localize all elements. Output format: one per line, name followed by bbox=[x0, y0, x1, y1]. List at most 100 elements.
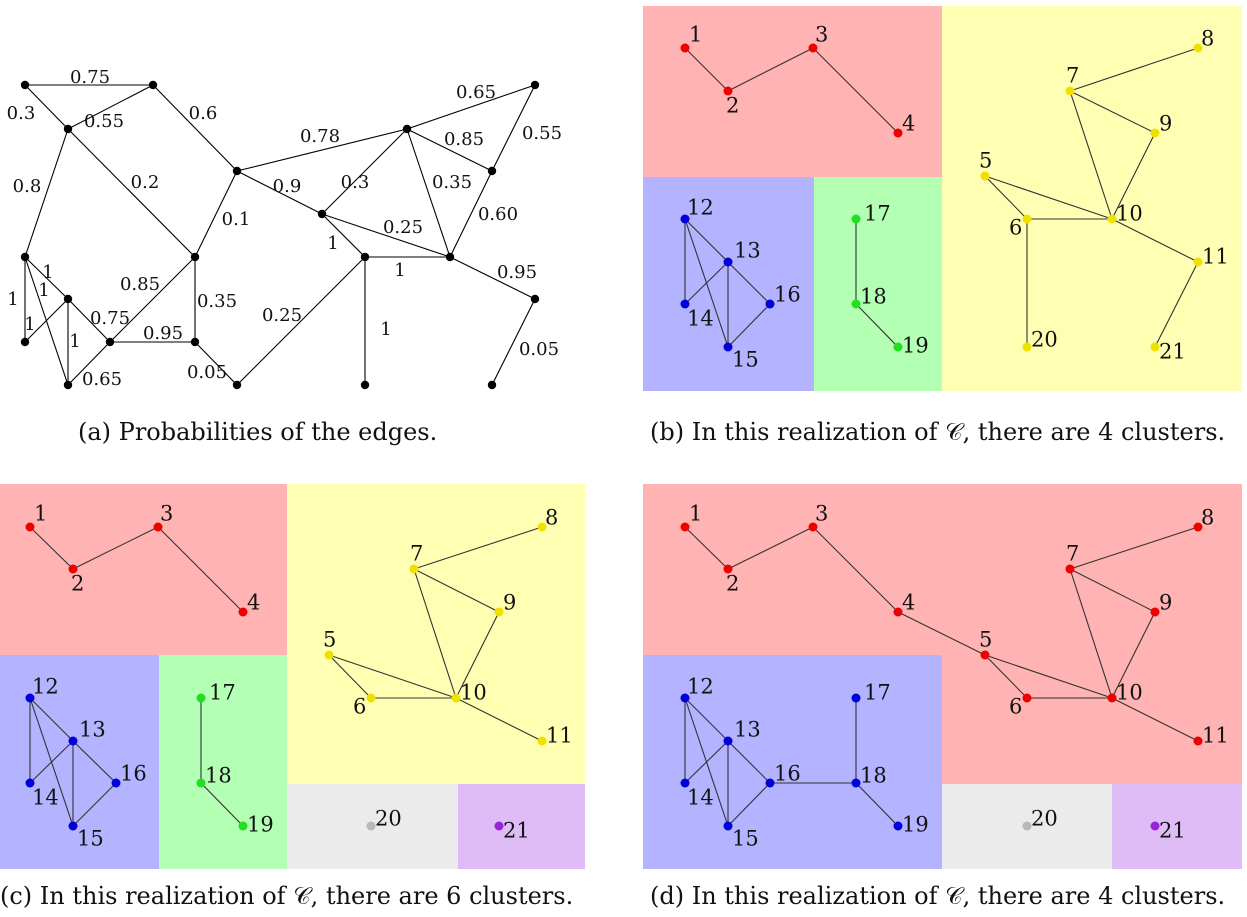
edge-13-14 bbox=[684, 740, 729, 784]
edge-probability-label: 0.1 bbox=[222, 209, 251, 230]
edge-13-16 bbox=[727, 740, 771, 784]
node-label-13: 13 bbox=[79, 718, 106, 742]
node-label-1: 1 bbox=[689, 23, 702, 47]
node-10 bbox=[451, 693, 461, 703]
node-label-8: 8 bbox=[1201, 27, 1214, 51]
edge-13-16 bbox=[72, 740, 117, 784]
node-21 bbox=[1150, 821, 1160, 831]
edge-5-10 bbox=[328, 654, 457, 699]
node-1 bbox=[680, 522, 690, 532]
node-A bbox=[20, 80, 30, 90]
edge-C-M bbox=[67, 128, 196, 258]
node-label-10: 10 bbox=[1116, 202, 1143, 226]
edge-7-8 bbox=[1069, 526, 1199, 570]
node-6 bbox=[1022, 214, 1032, 224]
edge-probability-label: 0.95 bbox=[497, 262, 537, 283]
node-label-19: 19 bbox=[902, 813, 929, 837]
node-6 bbox=[1022, 693, 1032, 703]
node-label-15: 15 bbox=[77, 827, 104, 851]
edge-probability-label: 0.85 bbox=[444, 129, 484, 150]
node-label-1: 1 bbox=[34, 502, 47, 526]
edge-18-19 bbox=[855, 782, 899, 827]
edge-7-10 bbox=[413, 568, 457, 699]
edge-12-13 bbox=[29, 697, 74, 742]
node-label-21: 21 bbox=[503, 819, 530, 843]
panel-d-caption: (d) In this realization of 𝒞, there are … bbox=[650, 882, 1226, 910]
node-label-9: 9 bbox=[1159, 591, 1172, 615]
node-21 bbox=[494, 821, 504, 831]
node-Q bbox=[20, 337, 30, 347]
edge-A-C bbox=[24, 84, 69, 130]
node-2 bbox=[723, 86, 733, 96]
edge-O-R bbox=[67, 341, 111, 386]
node-F bbox=[530, 80, 540, 90]
edge-probability-label: 0.65 bbox=[82, 369, 122, 390]
node-14 bbox=[680, 778, 690, 788]
node-5 bbox=[980, 171, 990, 181]
edge-probability-label: 0.05 bbox=[519, 339, 559, 360]
node-L bbox=[63, 294, 73, 304]
node-label-20: 20 bbox=[375, 807, 402, 831]
node-O bbox=[105, 337, 115, 347]
edge-D-H bbox=[236, 170, 323, 215]
node-label-13: 13 bbox=[734, 239, 761, 263]
node-14 bbox=[25, 778, 35, 788]
edge-probability-label: 0.95 bbox=[143, 323, 183, 344]
edge-7-9 bbox=[1069, 568, 1156, 613]
node-13 bbox=[68, 736, 78, 746]
node-11 bbox=[1193, 736, 1203, 746]
node-16 bbox=[111, 778, 121, 788]
node-17 bbox=[851, 693, 861, 703]
edge-B-C bbox=[67, 84, 154, 130]
edge-7-10 bbox=[1069, 90, 1113, 220]
node-label-14: 14 bbox=[687, 786, 714, 810]
node-label-21: 21 bbox=[1159, 340, 1186, 364]
node-18 bbox=[851, 778, 861, 788]
edge-G-K bbox=[449, 170, 493, 258]
node-label-8: 8 bbox=[1201, 506, 1214, 530]
edge-D-E bbox=[236, 128, 408, 172]
node-label-6: 6 bbox=[1009, 216, 1022, 240]
node-label-15: 15 bbox=[732, 348, 759, 372]
node-label-11: 11 bbox=[1202, 245, 1229, 269]
edge-N-S bbox=[194, 341, 238, 386]
cluster-region-green bbox=[814, 177, 942, 391]
node-8 bbox=[1193, 522, 1203, 532]
node-14 bbox=[680, 299, 690, 309]
edge-1-2 bbox=[29, 526, 74, 570]
node-label-11: 11 bbox=[1202, 724, 1229, 748]
edge-probability-label: 0.35 bbox=[432, 172, 472, 193]
edge-15-16 bbox=[727, 782, 771, 827]
edge-10-11 bbox=[455, 697, 543, 742]
node-13 bbox=[723, 257, 733, 267]
edge-probability-label: 0.65 bbox=[456, 82, 496, 103]
node-15 bbox=[68, 821, 78, 831]
node-label-14: 14 bbox=[32, 786, 59, 810]
node-15 bbox=[723, 342, 733, 352]
node-J bbox=[360, 252, 370, 262]
node-label-9: 9 bbox=[503, 591, 516, 615]
edge-2-3 bbox=[72, 526, 159, 570]
edge-probability-label: 1 bbox=[327, 233, 338, 254]
node-I bbox=[20, 252, 30, 262]
edge-probability-label: 0.55 bbox=[522, 123, 562, 144]
edge-2-3 bbox=[727, 47, 814, 92]
node-11 bbox=[1193, 257, 1203, 267]
edge-7-9 bbox=[1069, 90, 1156, 134]
node-label-18: 18 bbox=[860, 764, 887, 788]
edge-E-K bbox=[406, 128, 451, 258]
node-19 bbox=[893, 821, 903, 831]
node-label-7: 7 bbox=[410, 542, 423, 566]
node-label-3: 3 bbox=[815, 23, 828, 47]
node-12 bbox=[680, 693, 690, 703]
edge-H-K bbox=[321, 213, 451, 258]
edge-F-G bbox=[491, 84, 536, 172]
edge-probability-label: 1 bbox=[38, 280, 49, 301]
node-label-19: 19 bbox=[902, 334, 929, 358]
edge-probability-label: 1 bbox=[380, 319, 391, 340]
node-18 bbox=[196, 778, 206, 788]
node-label-15: 15 bbox=[732, 827, 759, 851]
